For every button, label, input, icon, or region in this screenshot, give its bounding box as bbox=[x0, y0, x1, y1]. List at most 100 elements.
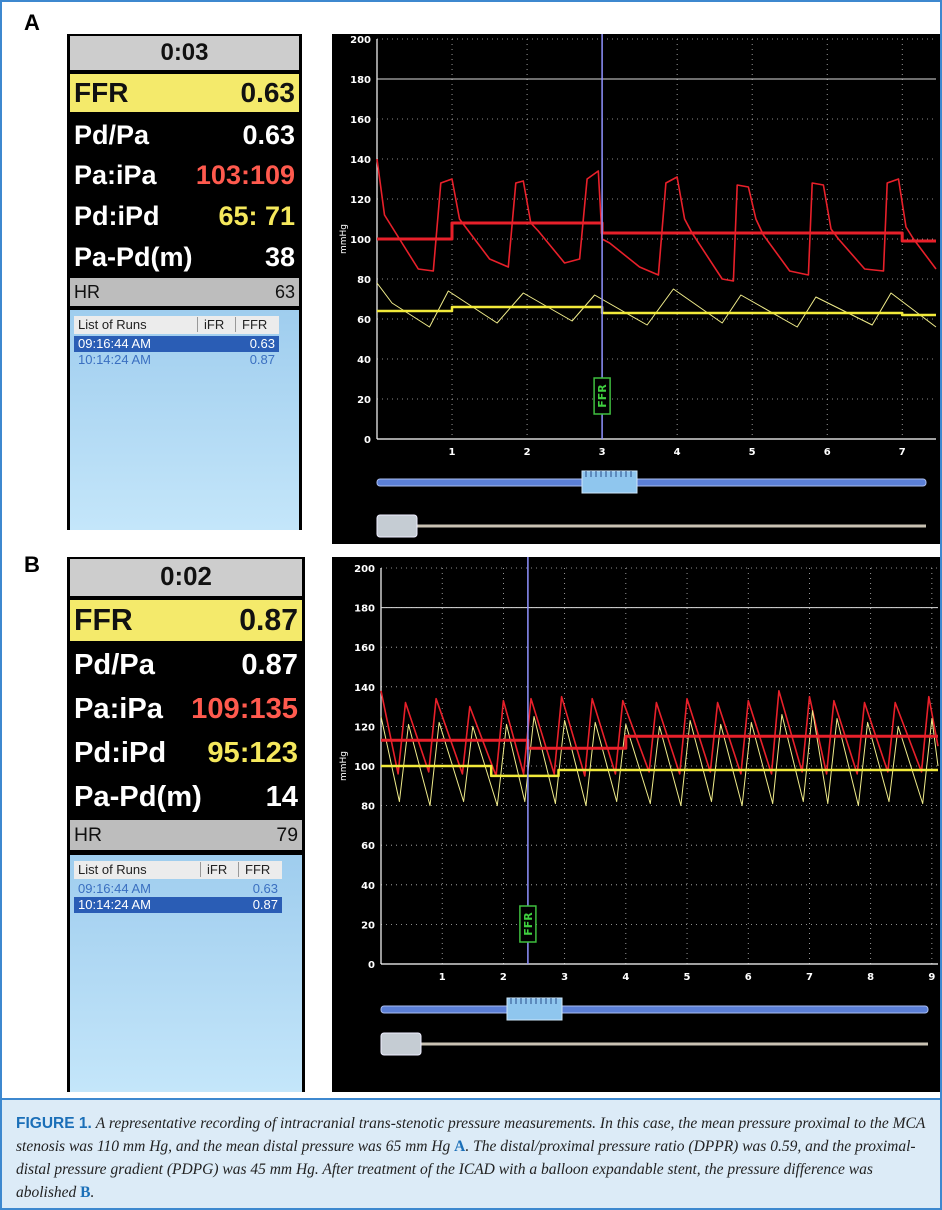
y-tick-label: 40 bbox=[361, 881, 375, 892]
hr-value: 63 bbox=[275, 282, 295, 303]
slider-track bbox=[407, 525, 926, 528]
caption-ref: A bbox=[454, 1138, 465, 1155]
y-tick-label: 0 bbox=[368, 960, 375, 971]
measure-row: Pd:iPd 65: 71 bbox=[70, 197, 299, 235]
y-tick-label: 140 bbox=[354, 683, 375, 694]
panel-label: A bbox=[24, 10, 40, 36]
y-tick-label: 100 bbox=[354, 762, 375, 773]
x-tick-label: 6 bbox=[745, 972, 752, 983]
cursor-label: FFR bbox=[522, 912, 535, 936]
run-ffr: 0.63 bbox=[253, 881, 278, 896]
run-ffr: 0.87 bbox=[250, 352, 275, 367]
y-tick-label: 160 bbox=[350, 115, 371, 126]
hr-label: HR bbox=[74, 282, 100, 303]
y-tick-label: 0 bbox=[364, 435, 371, 446]
slider-button bbox=[381, 1033, 421, 1055]
column-header: iFR bbox=[200, 862, 237, 877]
y-tick-label: 80 bbox=[361, 802, 375, 813]
y-tick-label: 180 bbox=[354, 604, 375, 615]
measure-value: 0.87 bbox=[241, 649, 298, 682]
run-ffr: 0.87 bbox=[253, 897, 278, 912]
caption-label: FIGURE 1. bbox=[16, 1115, 92, 1132]
ffr-label: FFR bbox=[74, 77, 128, 109]
run-row[interactable]: 09:16:44 AM 0.63 bbox=[74, 881, 282, 897]
measure-row: Pd/Pa 0.87 bbox=[70, 645, 302, 686]
run-time: 09:16:44 AM bbox=[78, 336, 151, 351]
measure-label: Pa:iPa bbox=[74, 160, 157, 191]
x-tick-label: 6 bbox=[824, 447, 831, 458]
x-tick-label: 2 bbox=[500, 972, 507, 983]
x-tick-label: 4 bbox=[674, 447, 681, 458]
measure-value: 38 bbox=[265, 242, 295, 273]
measure-label: Pd:iPd bbox=[74, 737, 166, 770]
scroll-track bbox=[377, 479, 926, 486]
measure-value: 14 bbox=[266, 781, 298, 814]
y-tick-label: 20 bbox=[361, 920, 375, 931]
cursor-label: FFR bbox=[596, 384, 609, 408]
scroll-thumb bbox=[507, 998, 562, 1020]
ffr-row: FFR 0.87 bbox=[70, 600, 302, 641]
measure-row: Pa-Pd(m) 38 bbox=[70, 238, 299, 276]
measure-value: 109:135 bbox=[191, 693, 298, 726]
panel-label: B bbox=[24, 552, 40, 578]
ffr-label: FFR bbox=[74, 604, 133, 638]
measure-label: Pd/Pa bbox=[74, 120, 149, 151]
figure: A B FIGURE 1.A representative recording … bbox=[0, 0, 942, 1210]
measure-row: Pa:iPa 103:109 bbox=[70, 156, 299, 194]
run-time: 09:16:44 AM bbox=[78, 881, 151, 896]
hr-label: HR bbox=[74, 824, 102, 847]
runs-list: List of RunsiFRFFR 09:16:44 AM 0.6310:14:2… bbox=[70, 855, 302, 1092]
y-tick-label: 60 bbox=[361, 841, 375, 852]
hr-value: 79 bbox=[276, 824, 298, 847]
run-time: 10:14:24 AM bbox=[78, 352, 151, 367]
x-tick-label: 7 bbox=[806, 972, 813, 983]
measure-row: Pd/Pa0.63 bbox=[70, 116, 299, 154]
ffr-value: 0.87 bbox=[239, 604, 298, 638]
monitor: 0:03FFR0.63Pd/Pa0.63Pa:iPa103:109Pd:iPd6… bbox=[67, 34, 302, 530]
x-tick-label: 5 bbox=[684, 972, 691, 983]
column-header: iFR bbox=[197, 317, 234, 332]
measure-label: Pa-Pd(m) bbox=[74, 781, 202, 814]
y-tick-label: 160 bbox=[354, 643, 375, 654]
y-tick-label: 120 bbox=[350, 195, 371, 206]
y-tick-label: 200 bbox=[350, 35, 371, 46]
caption: FIGURE 1.A representative recording of i… bbox=[2, 1098, 940, 1208]
y-axis-label: mmHg bbox=[339, 751, 349, 781]
slider-track bbox=[411, 1043, 928, 1046]
measure-value: 65: 71 bbox=[218, 201, 295, 232]
y-tick-label: 200 bbox=[354, 564, 375, 575]
y-tick-label: 60 bbox=[357, 315, 371, 326]
x-tick-label: 9 bbox=[928, 972, 935, 983]
x-tick-label: 3 bbox=[599, 447, 606, 458]
measure-label: Pa-Pd(m) bbox=[74, 242, 193, 273]
y-tick-label: 140 bbox=[350, 155, 371, 166]
runs-title: List of Runs bbox=[78, 317, 147, 332]
x-tick-label: 7 bbox=[899, 447, 906, 458]
caption-text: . bbox=[91, 1184, 95, 1201]
y-tick-label: 120 bbox=[354, 722, 375, 733]
x-tick-label: 3 bbox=[561, 972, 568, 983]
column-header: FFR bbox=[238, 862, 277, 877]
y-tick-label: 80 bbox=[357, 275, 371, 286]
x-tick-label: 1 bbox=[449, 447, 456, 458]
hr-row: HR 63 bbox=[70, 278, 299, 306]
slider-button bbox=[377, 515, 417, 537]
measure-value: 103:109 bbox=[196, 160, 295, 191]
scroll-track bbox=[381, 1006, 928, 1013]
x-tick-label: 4 bbox=[622, 972, 629, 983]
y-axis-label: mmHg bbox=[339, 224, 349, 254]
hr-row: HR 79 bbox=[70, 820, 302, 850]
scroll-thumb bbox=[582, 471, 637, 493]
caption-ref: B bbox=[80, 1184, 90, 1201]
measure-label: Pd/Pa bbox=[74, 649, 155, 682]
run-row[interactable]: 10:14:24 AM 0.87 bbox=[74, 352, 279, 368]
measure-row: Pd:iPd95:123 bbox=[70, 733, 302, 774]
measure-label: Pd:iPd bbox=[74, 201, 160, 232]
